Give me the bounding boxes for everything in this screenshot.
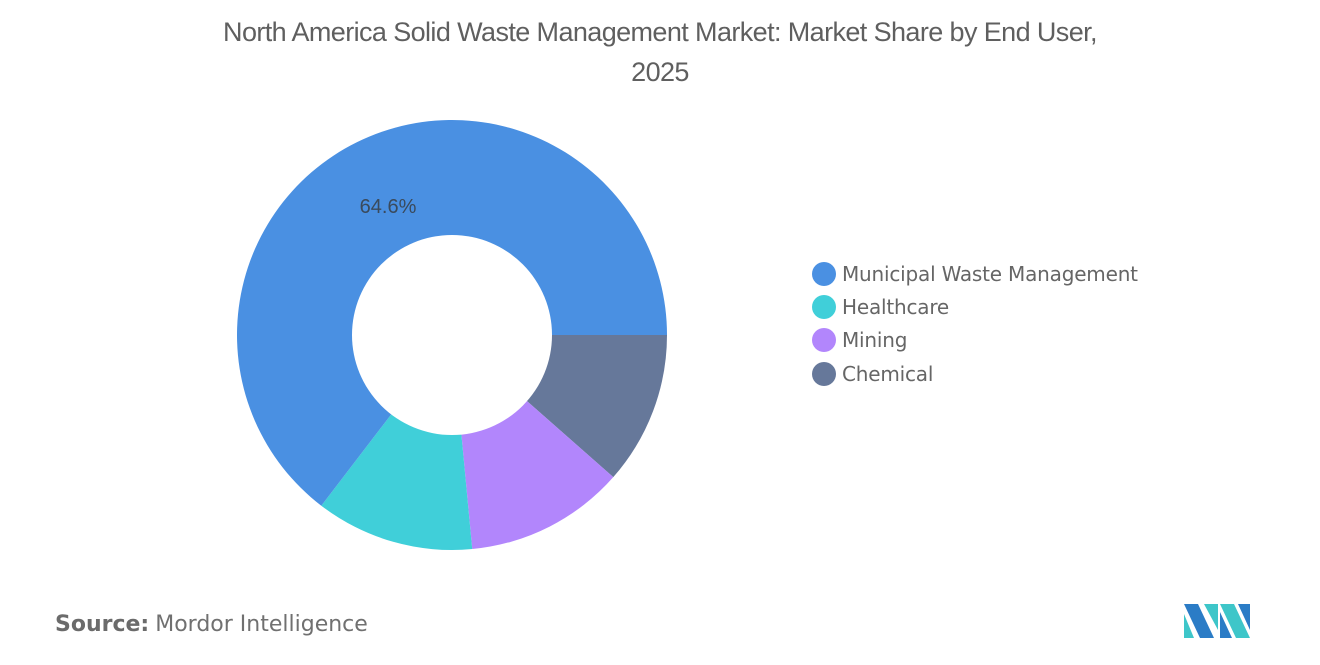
source-key: Source: [55,612,150,637]
legend-item-healthcare[interactable]: Healthcare [812,290,1138,323]
legend-item-mining[interactable]: Mining [812,324,1138,357]
source-value: Mordor Intelligence [155,612,368,637]
mordor-intelligence-logo-icon [1184,604,1250,638]
legend-label: Municipal Waste Management [842,261,1138,286]
slice-label-municipal: 64.6% [360,196,417,218]
chart-title: North America Solid Waste Management Mar… [0,12,1320,92]
donut-hole [352,235,552,435]
legend-dot-icon [812,328,836,353]
source-credit: Source: Mordor Intelligence [55,612,368,637]
legend-item-municipal[interactable]: Municipal Waste Management [812,257,1138,290]
chart-title-line-2: 2025 [631,57,689,87]
legend-dot-icon [812,361,836,386]
legend-dot-icon [812,294,836,319]
legend-item-chemical[interactable]: Chemical [812,357,1138,390]
chart-title-line-1: North America Solid Waste Management Mar… [223,17,1097,47]
legend-label: Mining [842,328,908,353]
legend-label: Chemical [842,361,934,386]
legend-dot-icon [812,261,836,286]
legend-label: Healthcare [842,294,950,319]
chart-legend: Municipal Waste Management Healthcare Mi… [812,257,1138,390]
